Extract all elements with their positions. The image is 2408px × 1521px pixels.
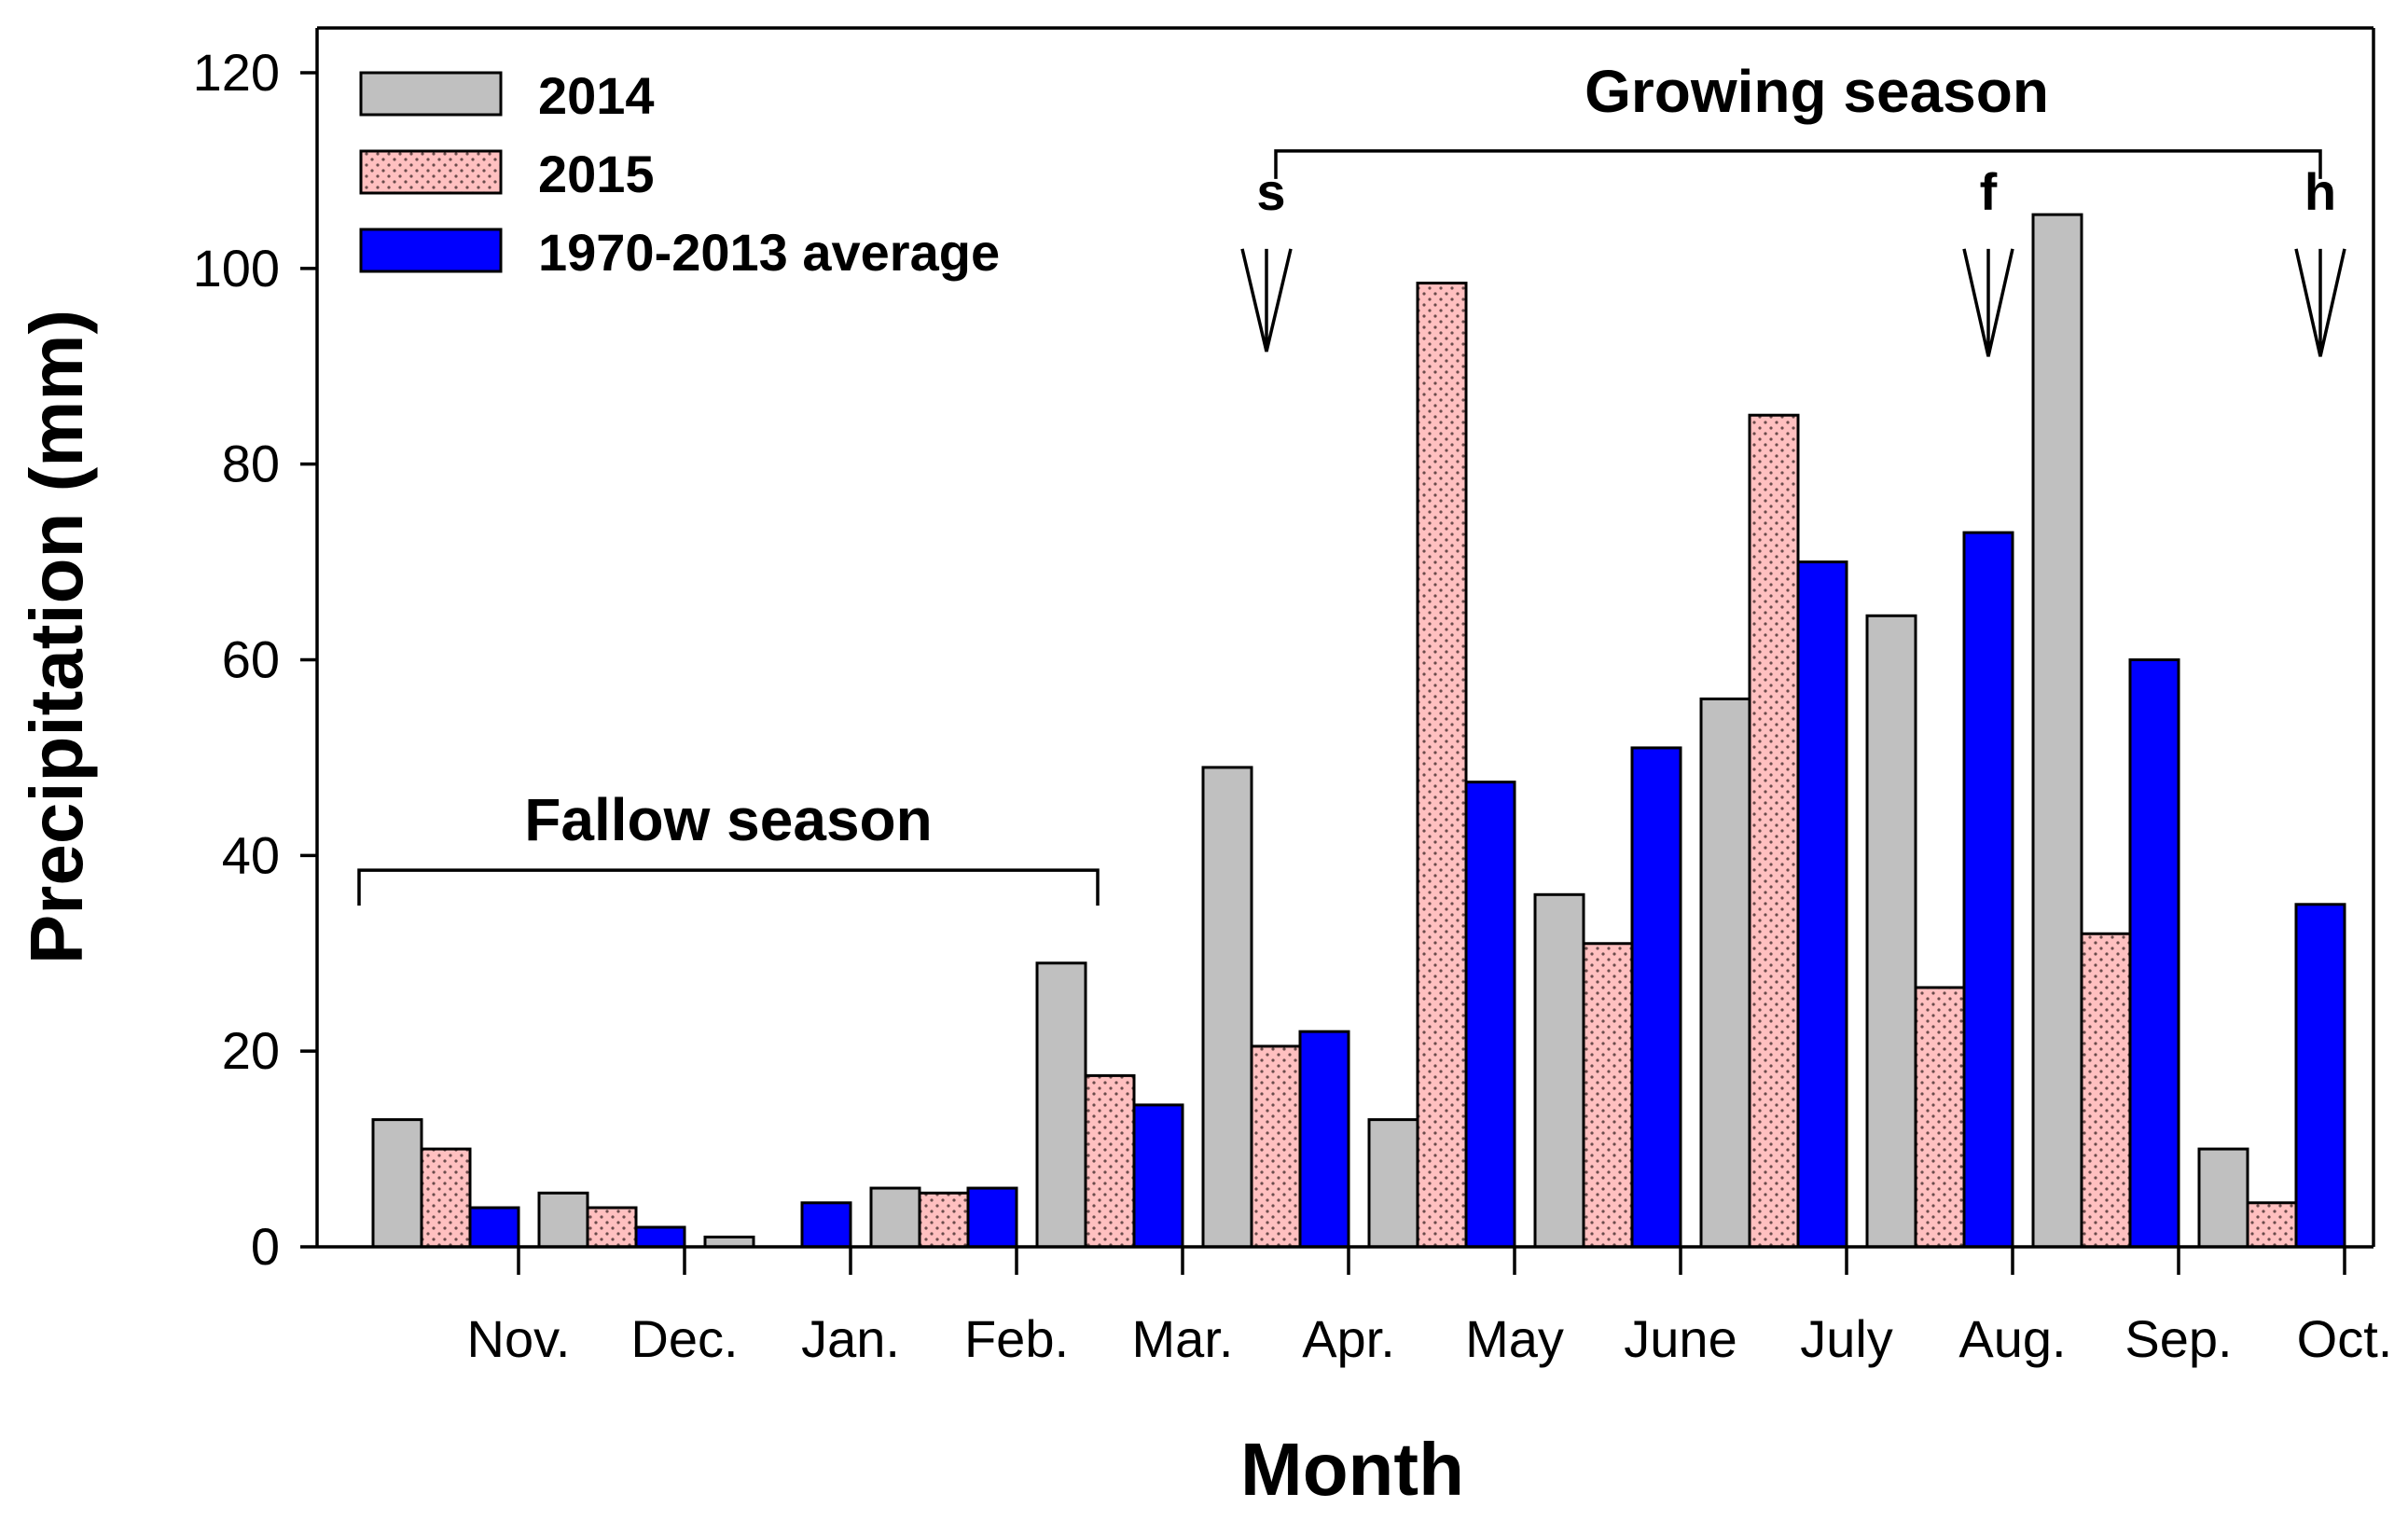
- bar-1970-2013-average-apr: [1298, 1030, 1350, 1249]
- bar-2014-june: [1533, 892, 1585, 1249]
- y-tick-label: 100: [193, 239, 280, 297]
- legend-swatch-average: [359, 228, 503, 273]
- x-tick-label: Oct.: [2297, 1309, 2393, 1368]
- bar-2014-july: [1699, 697, 1751, 1249]
- sowing-marker-label: s: [1256, 162, 1285, 221]
- bar-2014-dec: [537, 1191, 589, 1249]
- bar-2014-mar: [1035, 961, 1087, 1249]
- y-axis-title: Precipitation (mm): [15, 310, 98, 964]
- y-tick-label: 20: [222, 1021, 280, 1080]
- bar-2015-july: [1748, 413, 1800, 1249]
- y-tick-label: 80: [222, 435, 280, 493]
- legend-label-2014: 2014: [538, 66, 655, 125]
- x-tick-label: Mar.: [1132, 1309, 1234, 1368]
- y-tick-label: 60: [222, 630, 280, 689]
- x-axis-title: Month: [1240, 1428, 1464, 1511]
- bar-2014-aug: [1865, 614, 1917, 1249]
- y-tick-label: 40: [222, 825, 280, 884]
- x-tick-label: Apr.: [1302, 1309, 1395, 1368]
- x-tick-label: Nov.: [467, 1309, 571, 1368]
- x-tick-label: Feb.: [964, 1309, 1069, 1368]
- legend-swatch-2014: [359, 71, 503, 117]
- harvest-marker-label: h: [2304, 162, 2336, 221]
- bar-2014-nov: [371, 1118, 423, 1249]
- bar-2014-sep: [2031, 213, 2083, 1249]
- x-axis-ticks: Nov. Dec. Jan. Feb. Mar. Apr. May June July Aug. S…: [467, 1247, 2393, 1368]
- x-tick-label: Sep.: [2124, 1309, 2232, 1368]
- bar-1970-2013-average-nov: [468, 1206, 520, 1249]
- x-tick-label: July: [1800, 1309, 1893, 1368]
- y-tick-label: 0: [251, 1217, 280, 1276]
- flowering-arrow-icon: [1962, 248, 2014, 357]
- bar-2014-oct: [2197, 1147, 2249, 1249]
- bars-layer: [371, 213, 2346, 1249]
- bar-1970-2013-average-feb: [966, 1186, 1018, 1249]
- x-tick-label: Jan.: [801, 1309, 900, 1368]
- x-tick-label: Dec.: [630, 1309, 738, 1368]
- bar-2014-apr: [1201, 766, 1253, 1249]
- fallow-season-bracket: [357, 868, 1100, 906]
- bar-2015-feb: [918, 1191, 970, 1249]
- legend: 2014 2015 1970-2013 average: [359, 66, 1000, 282]
- legend-swatch-2015: [359, 149, 503, 195]
- growing-season-bracket: [1274, 149, 2322, 179]
- bar-2015-sep: [2080, 932, 2132, 1249]
- flowering-marker-label: f: [1980, 162, 1998, 221]
- bar-2015-oct: [2246, 1201, 2298, 1249]
- fallow-season-label: Fallow season: [524, 786, 932, 853]
- bar-1970-2013-average-oct: [2294, 903, 2346, 1249]
- sowing-arrow-icon: [1240, 248, 1293, 353]
- growing-season-label: Growing season: [1585, 58, 2049, 125]
- annotations: Fallow season Growing season s f h: [357, 58, 2346, 906]
- x-tick-label: Aug.: [1958, 1309, 2066, 1368]
- bar-1970-2013-average-mar: [1132, 1103, 1184, 1249]
- bar-2015-dec: [586, 1206, 638, 1249]
- bar-2015-apr: [1250, 1044, 1302, 1249]
- bar-2014-feb: [869, 1186, 921, 1249]
- x-tick-label: May: [1465, 1309, 1564, 1368]
- bar-2015-may: [1416, 282, 1468, 1249]
- bar-1970-2013-average-may: [1464, 781, 1516, 1249]
- y-axis-ticks: 0 20 40 60 80 100 120: [193, 43, 317, 1276]
- bar-2015-aug: [1914, 986, 1966, 1249]
- bar-1970-2013-average-aug: [1962, 531, 2014, 1249]
- bar-1970-2013-average-dec: [634, 1225, 686, 1249]
- y-tick-label: 120: [193, 43, 280, 102]
- harvest-arrow-icon: [2294, 248, 2346, 357]
- bar-1970-2013-average-jan: [800, 1201, 852, 1249]
- x-tick-label: June: [1624, 1309, 1737, 1368]
- bar-2015-june: [1582, 942, 1634, 1249]
- legend-label-2015: 2015: [538, 145, 655, 203]
- bar-1970-2013-average-sep: [2128, 658, 2180, 1249]
- bar-1970-2013-average-june: [1630, 746, 1682, 1249]
- legend-label-average: 1970-2013 average: [538, 223, 1000, 282]
- bar-2015-nov: [420, 1147, 472, 1249]
- bar-2014-may: [1367, 1118, 1419, 1249]
- bar-1970-2013-average-july: [1796, 560, 1848, 1249]
- bar-2015-mar: [1084, 1073, 1136, 1249]
